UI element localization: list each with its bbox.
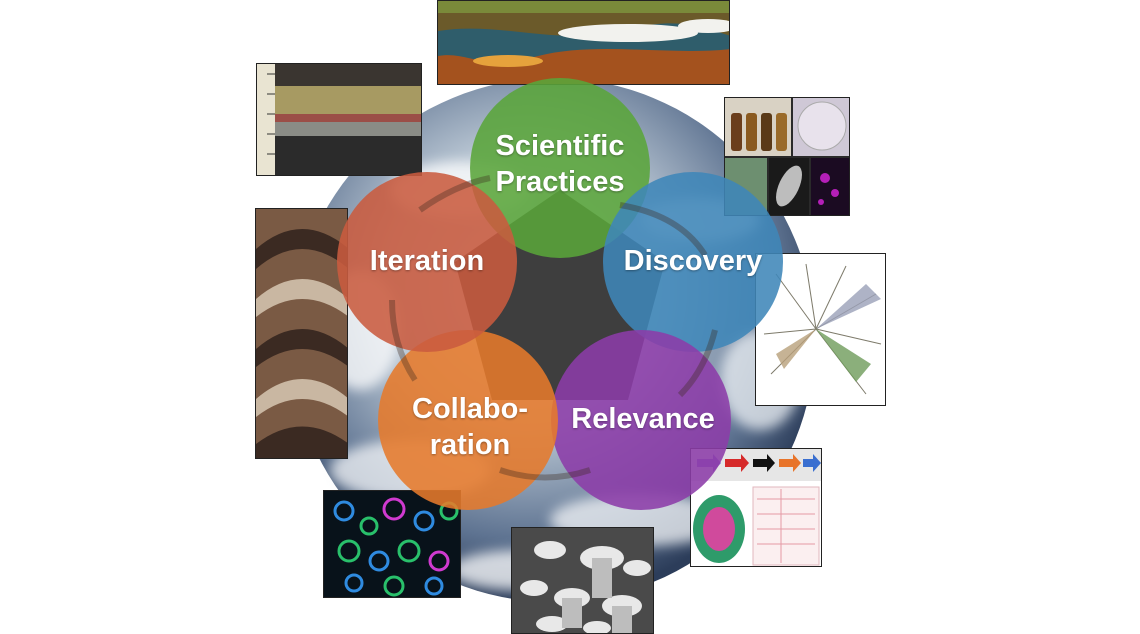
stromatolite-photo <box>255 208 348 459</box>
ice-bubbles-photo <box>511 527 654 634</box>
node-scientific-practices <box>470 78 650 258</box>
arrow-practices-to-discovery <box>619 202 708 257</box>
arrow-collaboration-to-iteration <box>389 299 418 382</box>
node-label-relevance: Relevance <box>571 403 715 435</box>
phylogenetic-tree-figure <box>755 253 886 406</box>
node-relevance <box>551 330 731 510</box>
pathway-diagram-figure <box>690 448 822 567</box>
ruler-ticks <box>267 73 275 155</box>
arrow-relevance-to-collaboration <box>499 467 591 481</box>
cycle-arrows <box>389 175 718 481</box>
node-label-scientific-practices: Scientific Practices <box>495 130 625 198</box>
hot-spring-photo <box>437 0 730 85</box>
fluorescence-microscopy-photo <box>323 490 461 598</box>
sediment-core-photo <box>256 63 422 176</box>
node-label-iteration: Iteration <box>369 245 485 277</box>
arrow-iteration-to-practices <box>418 175 491 213</box>
node-collaboration <box>378 330 558 510</box>
arrow-discovery-to-relevance <box>677 329 718 398</box>
node-discovery <box>603 172 783 352</box>
node-label-collaboration: Collabo- ration <box>412 393 528 461</box>
node-iteration <box>337 172 517 352</box>
node-label-discovery: Discovery <box>623 245 763 277</box>
